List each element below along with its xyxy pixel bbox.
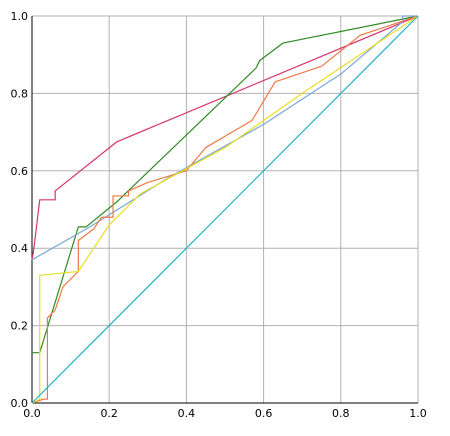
series-line-2	[31, 15, 418, 261]
y-tick-label-5: 1.0	[11, 10, 29, 23]
y-tick-label-2: 0.4	[11, 242, 29, 255]
x-tick-label-1: 0.2	[100, 407, 118, 420]
axes	[31, 16, 418, 404]
series-line-4	[31, 15, 419, 404]
y-tick-label-1: 0.2	[11, 320, 29, 333]
y-tick-label-3: 0.6	[11, 165, 29, 178]
series-lines	[31, 15, 419, 404]
series-line-3	[31, 15, 419, 404]
series-line-5	[31, 15, 419, 404]
series-line-0	[31, 15, 419, 260]
x-tick-label-2: 0.4	[178, 407, 196, 420]
y-tick-label-4: 0.8	[11, 87, 29, 100]
x-tick-label-5: 1.0	[409, 407, 427, 420]
y-tick-label-0: 0.0	[11, 397, 29, 410]
grid-lines	[32, 15, 419, 403]
x-tick-label-3: 0.6	[255, 407, 273, 420]
x-tick-label-4: 0.8	[332, 407, 350, 420]
x-tick-label-0: 0.0	[23, 407, 41, 420]
tick-labels: 0.0 0.2 0.4 0.6 0.8 1.0 0.0 0.2 0.4 0.6 0.8 1.0	[11, 10, 427, 420]
series-line-1	[32, 15, 419, 354]
